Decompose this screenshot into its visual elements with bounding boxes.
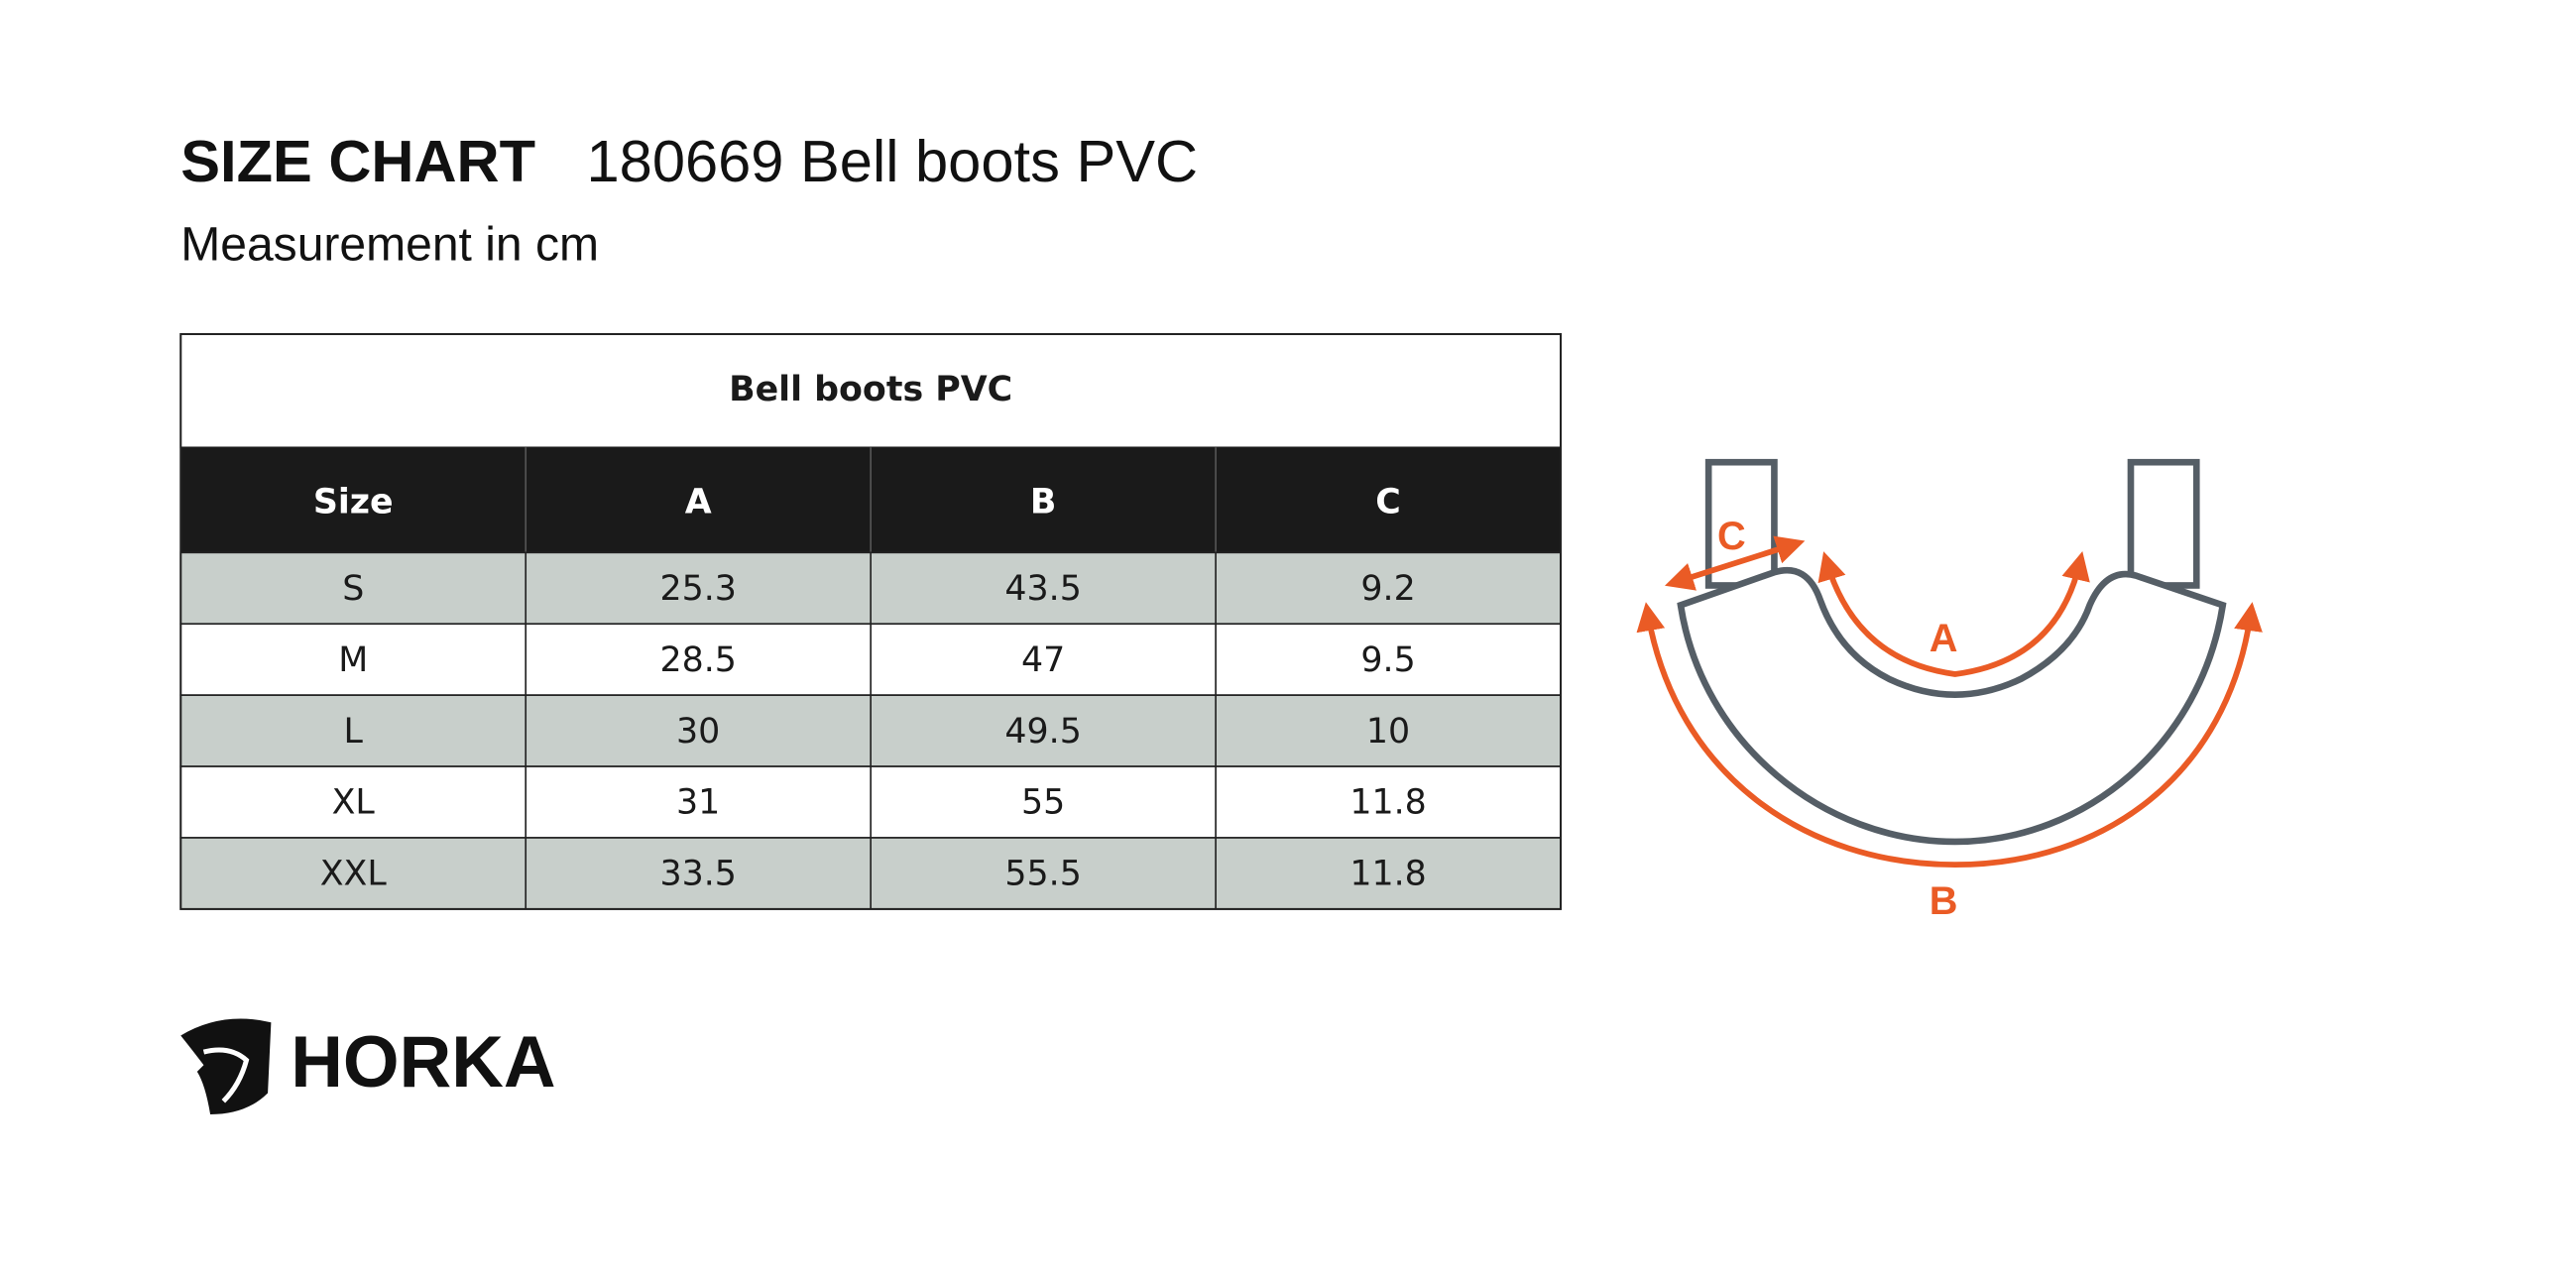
table-cell: 33.5 [659, 855, 736, 894]
table-cell: 43.5 [1004, 569, 1081, 609]
diagram: A B C [1636, 458, 2263, 923]
title: SIZE CHART [180, 128, 535, 194]
logo-text: HORKA [291, 1022, 555, 1102]
table-cell: 25.3 [659, 569, 736, 609]
size-table: Bell boots PVC Size A B C S 25.3 43.5 9.2 M 28.5 47… [179, 332, 1563, 910]
column-header: Size [313, 483, 394, 522]
table-cell: 10 [1366, 712, 1410, 752]
column-header: B [1030, 483, 1057, 522]
table-cell: 28.5 [659, 640, 736, 680]
label-c: C [1717, 515, 1746, 558]
label-b: B [1930, 879, 1958, 923]
table-cell: XL [332, 783, 376, 823]
table-cell: 11.8 [1349, 855, 1426, 894]
table-cell: M [338, 640, 368, 680]
table-cell: 55 [1021, 783, 1065, 823]
table-title: Bell boots PVC [729, 370, 1012, 409]
logo-icon [180, 1018, 272, 1114]
table-cell: S [342, 569, 364, 609]
table-cell: 55.5 [1004, 855, 1081, 894]
logo-icon-detail [202, 1047, 250, 1103]
table-title-cell [179, 333, 1562, 449]
table-cell: XXL [320, 855, 388, 894]
table-cell: L [344, 712, 364, 752]
table-cell: 9.5 [1360, 640, 1415, 680]
column-header: A [685, 483, 712, 522]
label-a: A [1930, 617, 1958, 660]
table-cell: 30 [676, 712, 720, 752]
table-cell: 9.2 [1360, 569, 1415, 609]
logo: HORKA [180, 1018, 556, 1114]
table-cell: 31 [676, 783, 720, 823]
arrow-c [1664, 535, 1806, 591]
strap-right [2127, 458, 2200, 589]
column-header: C [1375, 483, 1401, 522]
table-cell: 11.8 [1349, 783, 1426, 823]
product-name: 180669 Bell boots PVC [587, 128, 1199, 194]
subtitle: Measurement in cm [180, 218, 599, 271]
table-border [179, 332, 1563, 910]
table-cell: 49.5 [1004, 712, 1081, 752]
boot-outline [1677, 566, 2227, 846]
table-cell: 47 [1021, 640, 1065, 680]
arrow-b [1636, 602, 2263, 869]
